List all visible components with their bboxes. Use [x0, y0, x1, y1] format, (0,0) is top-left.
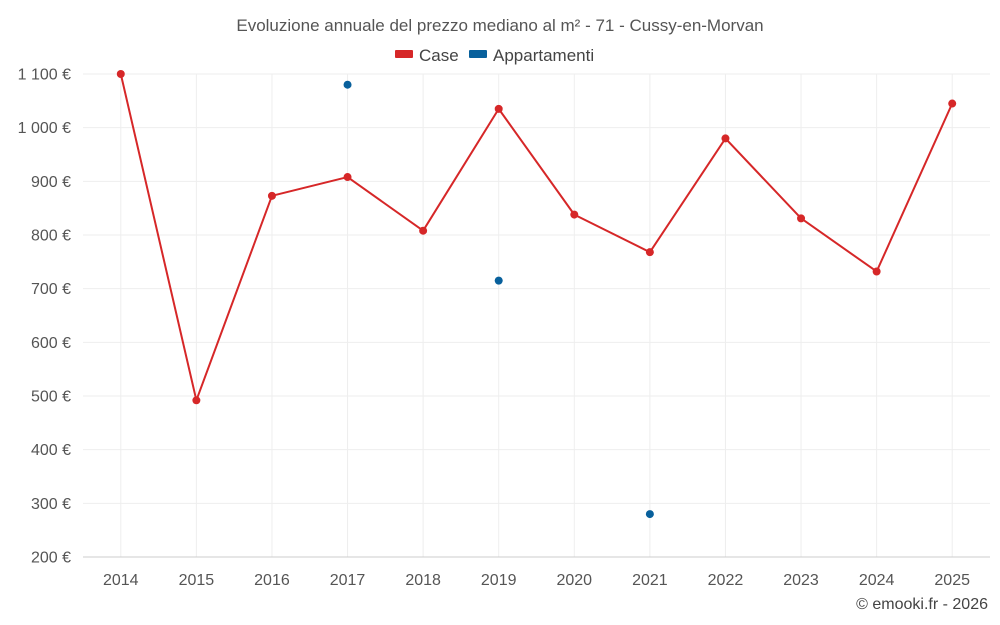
legend-item-appartamenti[interactable]: Appartamenti	[469, 46, 594, 65]
legend: Case Appartamenti	[395, 46, 594, 65]
data-point-case[interactable]	[872, 267, 881, 276]
x-tick-label: 2019	[481, 572, 517, 589]
x-tick-label: 2020	[556, 572, 592, 589]
series-line-case	[119, 73, 954, 402]
x-tick-label: 2015	[179, 572, 215, 589]
x-tick-label: 2022	[708, 572, 744, 589]
legend-label-case: Case	[419, 46, 459, 65]
chart-title: Evoluzione annuale del prezzo mediano al…	[236, 16, 763, 35]
y-tick-label: 700 €	[31, 281, 71, 298]
x-tick-label: 2025	[934, 572, 970, 589]
grid	[83, 73, 990, 558]
data-point-case[interactable]	[721, 134, 730, 143]
data-point-appartamenti[interactable]	[494, 276, 503, 285]
data-point-case[interactable]	[419, 226, 428, 235]
y-tick-label: 1 000 €	[18, 120, 71, 137]
legend-swatch-case	[395, 50, 413, 58]
y-axis-ticks: 200 € 300 € 400 € 500 € 600 € 700 € 800 € 900 €…	[18, 67, 71, 567]
data-point-appartamenti[interactable]	[645, 510, 654, 519]
y-tick-label: 400 €	[31, 442, 71, 459]
legend-label-appartamenti: Appartamenti	[493, 46, 594, 65]
y-tick-label: 1 100 €	[18, 67, 71, 84]
x-tick-label: 2018	[405, 572, 441, 589]
x-tick-label: 2023	[783, 572, 819, 589]
x-tick-label: 2024	[859, 572, 895, 589]
data-point-case[interactable]	[267, 191, 276, 200]
x-tick-label: 2016	[254, 572, 290, 589]
y-tick-label: 900 €	[31, 174, 71, 191]
plot-area	[116, 70, 957, 519]
x-tick-label: 2014	[103, 572, 139, 589]
y-tick-label: 300 €	[31, 496, 71, 513]
data-point-case[interactable]	[494, 104, 503, 113]
credit: © emooki.fr - 2026	[856, 596, 988, 613]
data-point-case[interactable]	[948, 99, 957, 108]
data-point-case[interactable]	[797, 214, 806, 223]
y-tick-label: 800 €	[31, 228, 71, 245]
y-tick-label: 200 €	[31, 550, 71, 567]
legend-swatch-appartamenti	[469, 50, 487, 58]
data-point-case[interactable]	[570, 210, 579, 219]
data-point-case[interactable]	[116, 70, 125, 78]
x-tick-label: 2017	[330, 572, 366, 589]
legend-item-case[interactable]: Case	[395, 46, 459, 65]
data-point-case[interactable]	[645, 248, 654, 257]
data-point-appartamenti[interactable]	[343, 80, 352, 89]
y-tick-label: 500 €	[31, 389, 71, 406]
data-point-case[interactable]	[343, 173, 352, 182]
x-tick-label: 2021	[632, 572, 668, 589]
x-axis-ticks: 2014 2015 2016 2017 2018 2019 2020 2021 2022 2023…	[103, 572, 970, 589]
y-tick-label: 600 €	[31, 335, 71, 352]
data-point-case[interactable]	[192, 396, 201, 405]
